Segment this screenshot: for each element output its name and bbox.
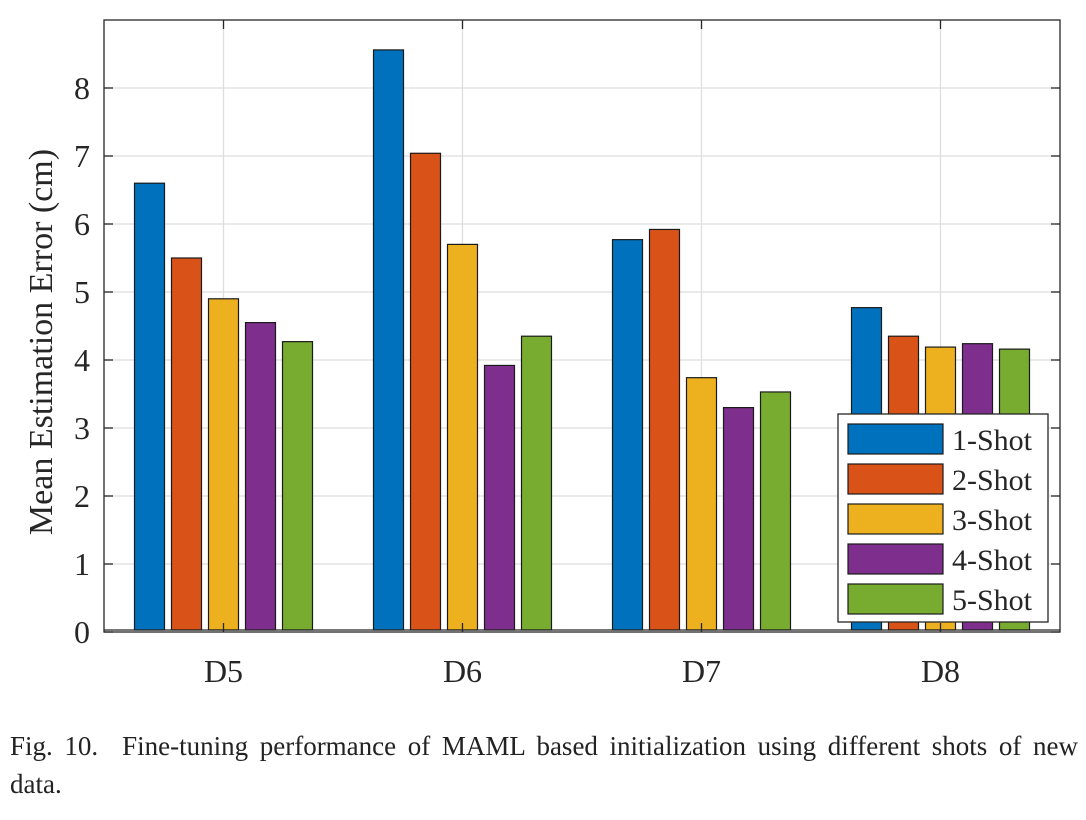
x-tick-label: D5 xyxy=(204,653,243,689)
x-tick-labels: D5 D6 D7 D8 xyxy=(204,653,960,689)
bar-chart: 0 1 2 3 4 5 6 7 8 D5 D6 D7 D8 Mean Estimation Error… xyxy=(23,19,1061,689)
y-tick-label: 5 xyxy=(74,274,90,310)
legend-swatch xyxy=(847,543,944,575)
caption-label: Fig. 10. xyxy=(10,731,99,761)
bar-d7-4-shot xyxy=(722,407,755,631)
bar-d5-2-shot xyxy=(170,257,203,631)
bar-d5-3-shot xyxy=(207,298,240,631)
y-tick-label: 6 xyxy=(74,206,90,242)
bar-d5-4-shot xyxy=(244,322,277,631)
y-tick-label: 7 xyxy=(74,138,90,174)
bar-d5-5-shot xyxy=(281,341,314,631)
bar-d5-1-shot xyxy=(133,182,166,631)
axes-box xyxy=(103,19,1061,633)
legend-swatch xyxy=(847,463,944,495)
axis-ticks xyxy=(104,20,1060,633)
legend-label: 3-Shot xyxy=(952,504,1033,537)
bar-d7-5-shot xyxy=(759,391,792,631)
bar-d6-1-shot xyxy=(372,49,405,631)
y-tick-label: 4 xyxy=(74,342,90,378)
bar-d6-2-shot xyxy=(409,152,442,631)
legend-swatch xyxy=(847,583,944,615)
legend-swatch xyxy=(847,423,944,455)
y-tick-label: 3 xyxy=(74,410,90,446)
bar-d7-1-shot xyxy=(611,239,644,631)
bar-d7-2-shot xyxy=(648,228,681,631)
x-tick-label: D6 xyxy=(443,653,482,689)
legend-label: 4-Shot xyxy=(952,544,1033,577)
y-tick-label: 1 xyxy=(74,546,90,582)
y-tick-labels: 0 1 2 3 4 5 6 7 8 xyxy=(74,70,90,650)
figure-caption: Fig. 10. Fine-tuning performance of MAML … xyxy=(10,727,1078,803)
bar-d6-4-shot xyxy=(483,364,516,631)
y-tick-label: 2 xyxy=(74,478,90,514)
y-axis-label: Mean Estimation Error (cm) xyxy=(23,149,60,535)
bar-d7-3-shot xyxy=(685,377,718,631)
legend-label: 5-Shot xyxy=(952,584,1033,617)
x-tick-label: D7 xyxy=(682,653,721,689)
legend-label: 1-Shot xyxy=(952,424,1033,457)
legend-label: 2-Shot xyxy=(952,464,1033,497)
y-tick-label: 8 xyxy=(74,70,90,106)
legend-swatch xyxy=(847,503,944,535)
x-tick-label: D8 xyxy=(921,653,960,689)
bar-d6-5-shot xyxy=(520,335,553,631)
legend: 1-Shot 2-Shot 3-Shot 4-Shot 5-Shot xyxy=(837,413,1049,623)
y-tick-label: 0 xyxy=(74,614,90,650)
bar-d6-3-shot xyxy=(446,243,479,631)
caption-text: Fine-tuning performance of MAML based in… xyxy=(10,731,1078,799)
